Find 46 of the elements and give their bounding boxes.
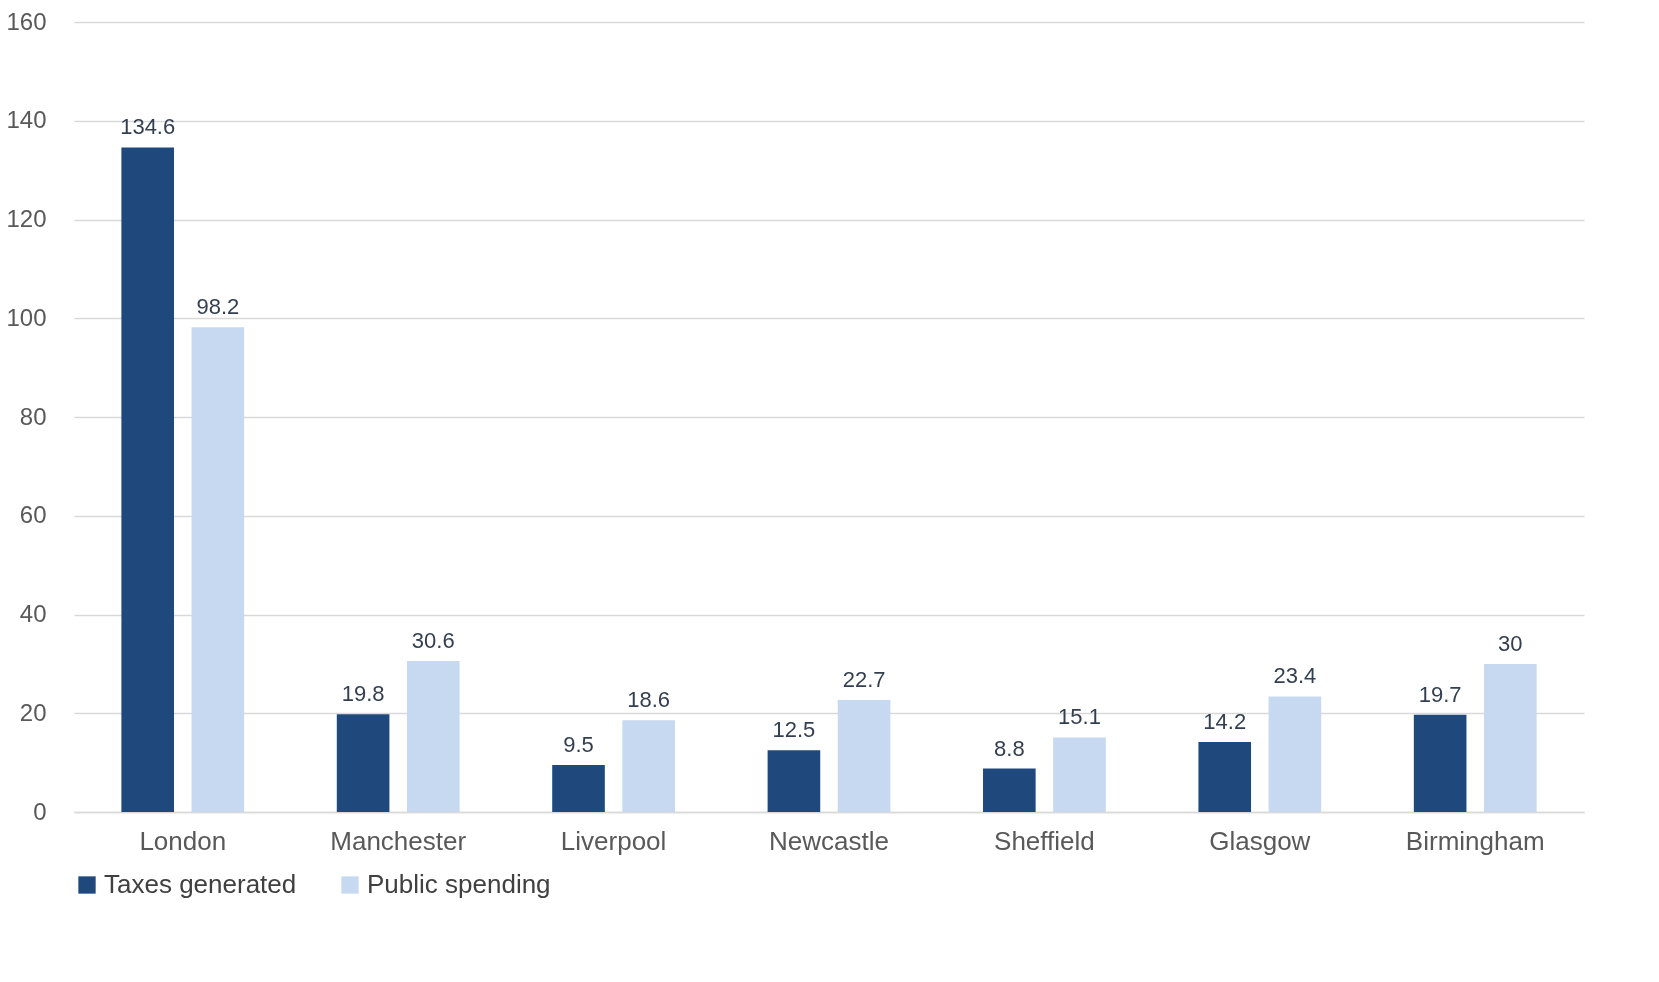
bar: [837, 699, 891, 812]
x-tick-label: Manchester: [330, 825, 467, 856]
data-label: 134.6: [120, 114, 176, 140]
bar: [1198, 741, 1252, 812]
legend-label: Public spending: [367, 869, 551, 899]
data-label: 8.8: [994, 735, 1025, 761]
bar: [336, 714, 390, 812]
bar: [983, 768, 1036, 812]
bar: [622, 720, 675, 812]
y-tick-label: 40: [19, 600, 47, 627]
x-tick-label: Newcastle: [769, 825, 889, 856]
y-tick-label: 20: [19, 698, 47, 726]
data-label: 14.2: [1203, 708, 1247, 734]
y-tick-label: 140: [6, 106, 47, 134]
data-label: 23.4: [1273, 663, 1317, 689]
x-tick-label: Liverpool: [560, 825, 667, 856]
bar: [1268, 696, 1322, 812]
bar: [767, 750, 821, 812]
y-tick-label: 100: [6, 303, 47, 331]
x-tick-label: Glasgow: [1209, 825, 1311, 856]
x-tick-label: London: [139, 825, 227, 856]
data-label: 22.7: [842, 666, 886, 692]
data-label: 30.6: [411, 627, 455, 653]
data-label: 19.8: [341, 681, 385, 707]
y-tick-label: 0: [33, 797, 47, 825]
y-tick-label: 120: [6, 205, 47, 232]
y-tick-label: 160: [6, 7, 47, 35]
bar: [1413, 714, 1467, 812]
y-tick-label: 80: [19, 402, 47, 430]
data-label: 19.7: [1418, 681, 1462, 707]
data-label: 98.2: [196, 294, 240, 320]
data-label: 30: [1498, 630, 1523, 656]
y-tick-label: 60: [19, 501, 47, 529]
bar: [1483, 663, 1537, 812]
bar: [552, 765, 605, 812]
x-tick-label: Birmingham: [1405, 825, 1545, 856]
data-label: 9.5: [563, 732, 594, 758]
x-tick-label: Sheffield: [994, 825, 1095, 856]
data-label: 12.5: [772, 717, 816, 743]
bar: [1053, 737, 1106, 812]
legend-label: Taxes generated: [104, 869, 297, 899]
bar: [121, 147, 175, 812]
data-label: 15.1: [1058, 704, 1101, 730]
data-label: 18.6: [627, 687, 671, 713]
bar: [406, 660, 460, 812]
bar: [191, 327, 245, 812]
